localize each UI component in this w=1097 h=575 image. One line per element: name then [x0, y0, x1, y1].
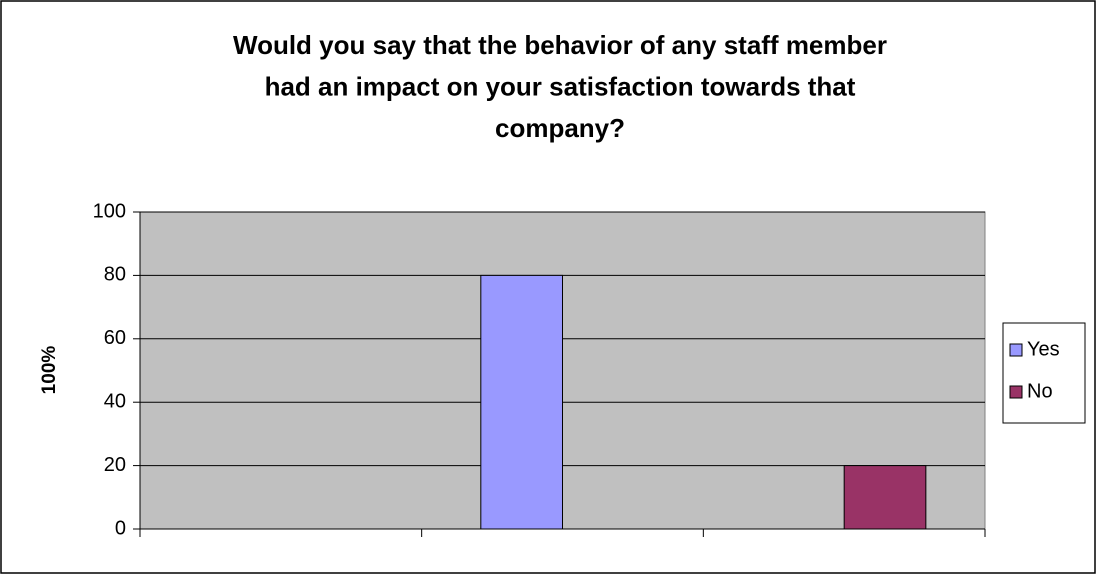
chart-title: had an impact on your satisfaction towar… [265, 71, 856, 101]
y-axis-label: 100% [39, 346, 60, 395]
y-tick-label: 20 [104, 454, 126, 476]
y-tick-label: 100 [93, 200, 126, 222]
legend-label: Yes [1027, 338, 1060, 360]
chart-title: Would you say that the behavior of any s… [233, 30, 887, 60]
legend-swatch [1009, 343, 1023, 357]
chart-title: company? [495, 113, 625, 143]
legend-swatch [1009, 385, 1023, 399]
legend-label: No [1027, 380, 1053, 402]
y-tick-label: 0 [115, 517, 126, 539]
y-tick-label: 80 [104, 264, 126, 286]
legend-box [1002, 322, 1086, 424]
y-tick-label: 60 [104, 327, 126, 349]
y-tick-label: 40 [104, 390, 126, 412]
bar [843, 465, 927, 530]
bar [480, 274, 564, 530]
